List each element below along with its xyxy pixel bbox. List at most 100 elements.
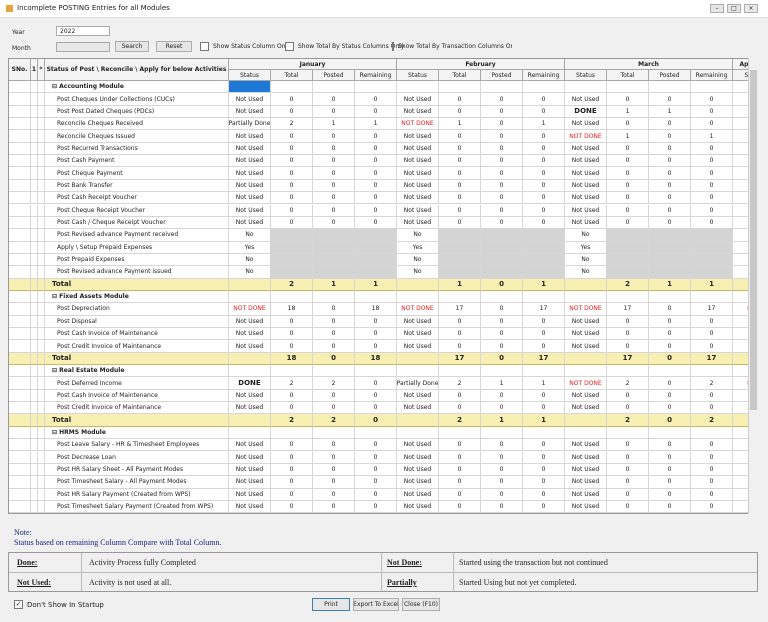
status: Not Used (397, 488, 439, 501)
cell (691, 253, 733, 267)
cell (313, 365, 355, 378)
button[interactable]: Search (115, 41, 149, 52)
number: 0 (523, 105, 565, 119)
status: Not Used (397, 315, 439, 328)
cell (649, 266, 691, 279)
sub-header: Remaining (691, 70, 733, 81)
number: 0 (439, 315, 481, 328)
combo[interactable] (56, 42, 110, 52)
cell (31, 340, 38, 353)
status: Not Used (229, 155, 271, 168)
cell (397, 278, 439, 291)
status: Not Used (229, 167, 271, 180)
number: 0 (649, 192, 691, 205)
header: * (38, 59, 45, 81)
number: 2 (313, 377, 355, 390)
total-number: 1 (355, 278, 397, 291)
label: Month (12, 45, 31, 52)
minimize[interactable]: – (710, 4, 724, 13)
number: 0 (523, 315, 565, 328)
number: 0 (523, 179, 565, 193)
cell (9, 204, 31, 217)
number: 0 (523, 328, 565, 341)
number: 0 (523, 93, 565, 106)
number: 0 (271, 476, 313, 489)
status: Partially Done (229, 118, 271, 131)
checkbox[interactable]: Show Total By Status Columns Only (285, 41, 405, 52)
status: Not Used (229, 142, 271, 156)
number: 0 (649, 328, 691, 341)
checkbox[interactable]: ✓ Don't Show In Startup (14, 600, 104, 609)
number: 0 (355, 439, 397, 452)
status: Not Used (229, 192, 271, 205)
number: 17 (607, 303, 649, 316)
cell (31, 303, 38, 316)
cell (38, 118, 45, 131)
month-header: April (733, 59, 757, 70)
total-label: Total (45, 414, 229, 427)
header: 1 (31, 59, 38, 81)
combo[interactable]: 2022 (56, 26, 110, 36)
cell (38, 315, 45, 328)
number: 0 (271, 204, 313, 217)
number: 0 (691, 155, 733, 168)
legend-desc: Started using the transaction but not co… (459, 558, 608, 567)
maximize[interactable]: □ (727, 4, 741, 13)
number: 0 (313, 155, 355, 168)
status: Not Used (565, 192, 607, 205)
status: Not Used (397, 130, 439, 143)
sub-header: Total (607, 70, 649, 81)
number: 2 (439, 377, 481, 390)
cell (271, 81, 313, 94)
number: 0 (523, 500, 565, 513)
cell (565, 365, 607, 378)
cell (9, 463, 31, 477)
scrollbar[interactable] (748, 58, 758, 514)
number: 0 (649, 118, 691, 131)
total-number: 0 (649, 414, 691, 427)
number: 0 (691, 192, 733, 205)
cell (38, 439, 45, 452)
button[interactable]: Print (312, 598, 350, 611)
cell (31, 93, 38, 106)
number: 0 (649, 340, 691, 353)
number: 0 (313, 463, 355, 477)
status: NOT DONE (565, 377, 607, 390)
cell (271, 253, 313, 267)
cell (38, 451, 45, 464)
number: 0 (649, 204, 691, 217)
close-x[interactable]: × (744, 4, 758, 13)
number: 0 (607, 402, 649, 415)
cell (38, 142, 45, 156)
total-number: 2 (607, 414, 649, 427)
cell (313, 81, 355, 94)
cell (481, 365, 523, 378)
number: 0 (271, 130, 313, 143)
number: 0 (481, 476, 523, 489)
checkbox[interactable]: Show Status Column Only (200, 41, 320, 52)
number: 0 (355, 192, 397, 205)
cell (38, 216, 45, 230)
button[interactable]: Reset (156, 41, 192, 52)
legend-desc: Activity is not used at all. (89, 578, 172, 587)
button[interactable]: Close (F10) (402, 598, 440, 611)
number: 1 (313, 118, 355, 131)
number: 0 (523, 402, 565, 415)
cell (38, 352, 45, 366)
status: No (565, 229, 607, 242)
number: 0 (439, 130, 481, 143)
number: 0 (649, 500, 691, 513)
number: 0 (523, 130, 565, 143)
cell (31, 142, 38, 156)
sub-header: Total (439, 70, 481, 81)
divider (453, 553, 454, 591)
total-label: Total (45, 352, 229, 366)
cell (523, 426, 565, 440)
scroll-thumb[interactable] (750, 70, 757, 410)
checkbox[interactable]: Show Total By Transaction Columns Only (392, 41, 512, 52)
button[interactable]: Export To Excel (353, 598, 399, 611)
status: Not Used (229, 500, 271, 513)
number: 0 (607, 463, 649, 477)
cell (31, 426, 38, 440)
activity: Post Prepaid Expenses (45, 253, 229, 267)
